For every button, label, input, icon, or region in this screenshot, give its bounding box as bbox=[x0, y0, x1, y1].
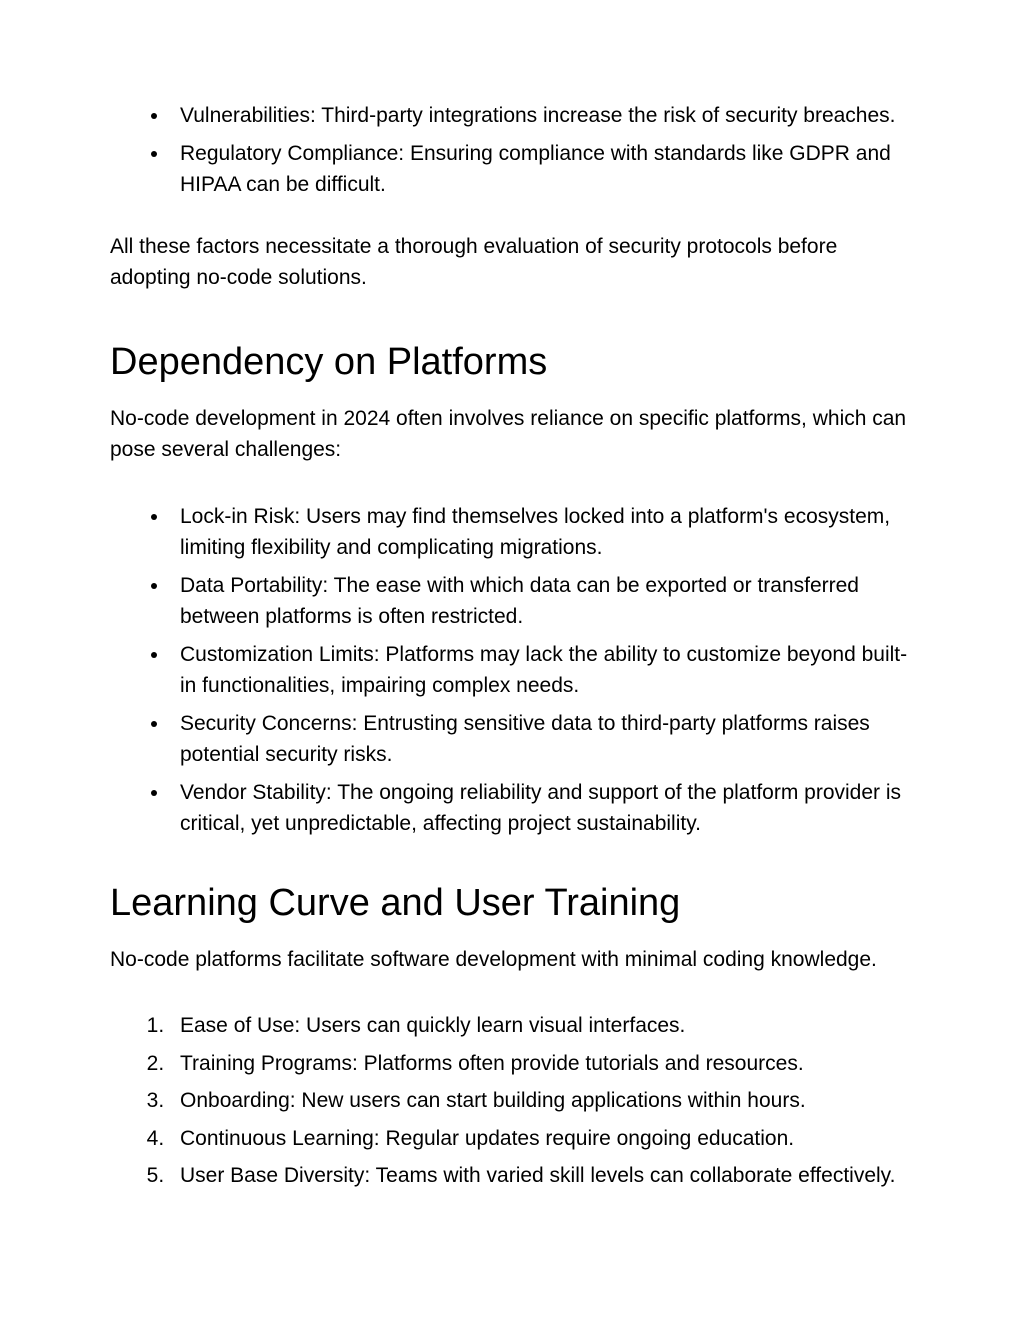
intro-closing-paragraph: All these factors necessitate a thorough… bbox=[110, 231, 914, 294]
list-item: Security Concerns: Entrusting sensitive … bbox=[170, 708, 914, 771]
list-item: Customization Limits: Platforms may lack… bbox=[170, 639, 914, 702]
section-intro-dependency: No-code development in 2024 often involv… bbox=[110, 403, 914, 466]
section-heading-learning: Learning Curve and User Training bbox=[110, 875, 914, 932]
list-item: Ease of Use: Users can quickly learn vis… bbox=[170, 1010, 914, 1042]
list-item: Continuous Learning: Regular updates req… bbox=[170, 1123, 914, 1155]
list-item: Training Programs: Platforms often provi… bbox=[170, 1048, 914, 1080]
list-item: User Base Diversity: Teams with varied s… bbox=[170, 1160, 914, 1192]
list-item: Vendor Stability: The ongoing reliabilit… bbox=[170, 777, 914, 840]
list-item: Regulatory Compliance: Ensuring complian… bbox=[170, 138, 914, 201]
list-item: Onboarding: New users can start building… bbox=[170, 1085, 914, 1117]
intro-bullet-list: Vulnerabilities: Third-party integration… bbox=[110, 100, 914, 201]
list-item: Vulnerabilities: Third-party integration… bbox=[170, 100, 914, 132]
section-heading-dependency: Dependency on Platforms bbox=[110, 334, 914, 391]
dependency-bullet-list: Lock-in Risk: Users may find themselves … bbox=[110, 501, 914, 840]
list-item: Lock-in Risk: Users may find themselves … bbox=[170, 501, 914, 564]
learning-numbered-list: Ease of Use: Users can quickly learn vis… bbox=[110, 1010, 914, 1192]
section-intro-learning: No-code platforms facilitate software de… bbox=[110, 944, 914, 976]
list-item: Data Portability: The ease with which da… bbox=[170, 570, 914, 633]
